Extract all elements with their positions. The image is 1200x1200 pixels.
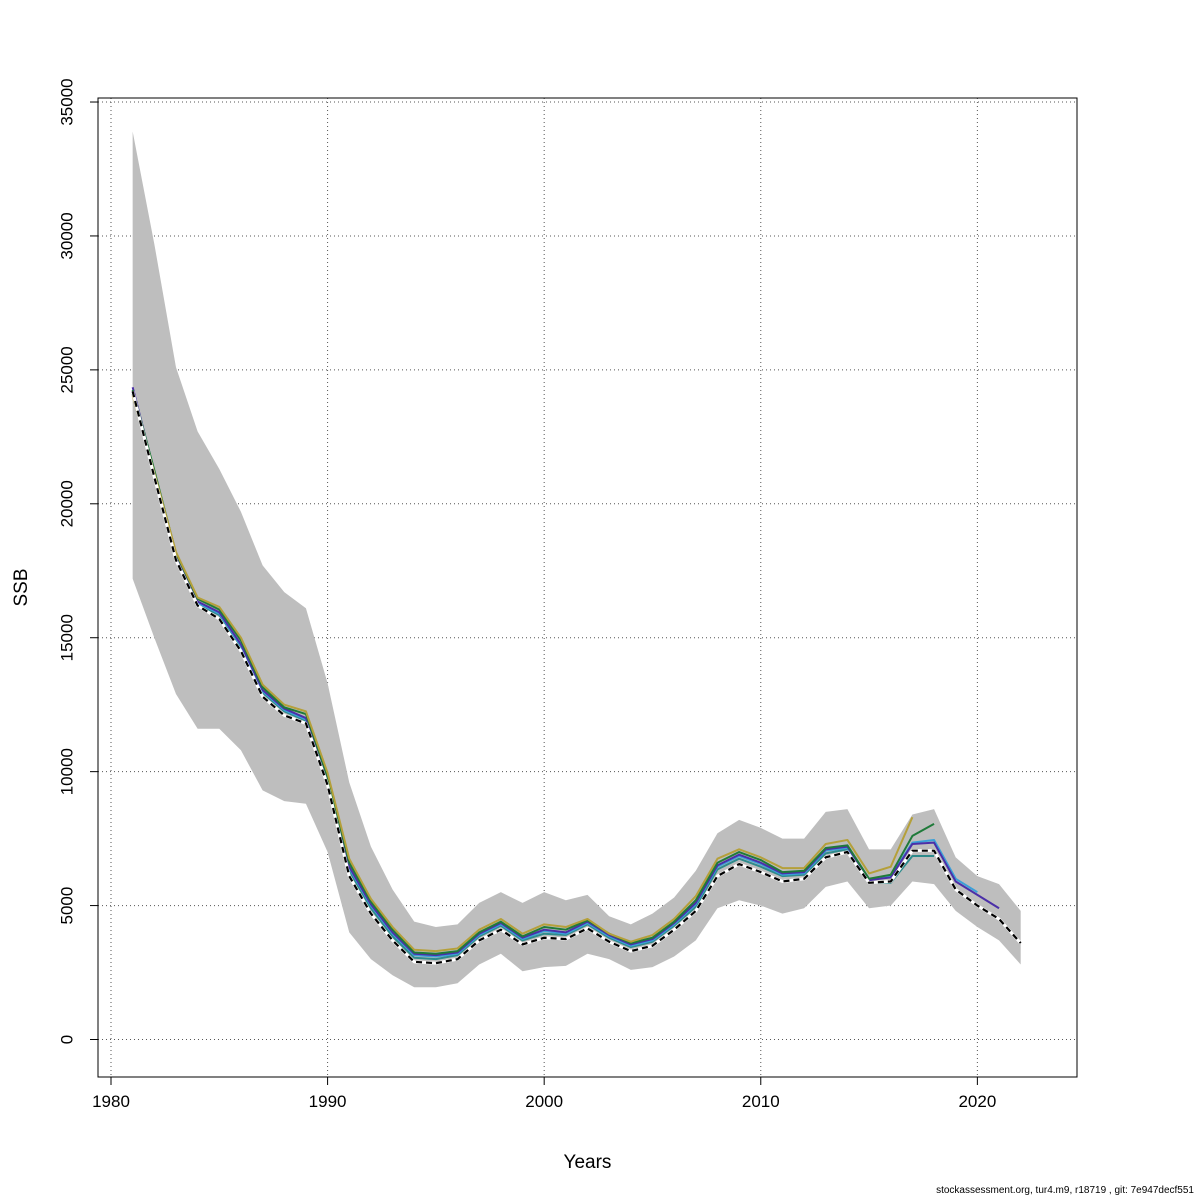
x-tick-label: 2000 [525, 1092, 563, 1111]
y-tick-label: 10000 [57, 748, 76, 795]
x-tick-label: 2010 [742, 1092, 780, 1111]
y-axis: 0 5000 10000 15000 20000 25000 30000 35000 [57, 78, 98, 1044]
confidence-band [132, 131, 1021, 988]
y-tick-label: 30000 [57, 212, 76, 259]
plot-frame [97, 97, 1078, 1078]
x-tick-label: 2020 [958, 1092, 996, 1111]
series-line-4 [131, 389, 935, 955]
y-tick-label: 5000 [57, 887, 76, 925]
x-axis: 1980 1990 2000 2010 2020 [92, 1077, 996, 1111]
series-lines [131, 387, 1022, 965]
y-tick-label: 15000 [57, 614, 76, 661]
y-tick-label: 25000 [57, 346, 76, 393]
y-axis-title: SSB [11, 568, 32, 606]
series-line-0 [131, 391, 1022, 965]
y-tick-label: 35000 [57, 78, 76, 125]
y-tick-label: 20000 [57, 480, 76, 527]
series-line-1 [131, 393, 935, 961]
x-tick-label: 1990 [309, 1092, 347, 1111]
series-line-2 [131, 392, 978, 958]
ssb-confidence-band [132, 131, 1021, 988]
footer-note: stockassessment.org, tur4.m9, r18719 , g… [936, 1185, 1194, 1196]
x-tick-label: 1980 [92, 1092, 130, 1111]
y-tick-label: 0 [57, 1035, 76, 1044]
series-line-5 [131, 395, 914, 953]
x-axis-title: Years [564, 1152, 612, 1173]
